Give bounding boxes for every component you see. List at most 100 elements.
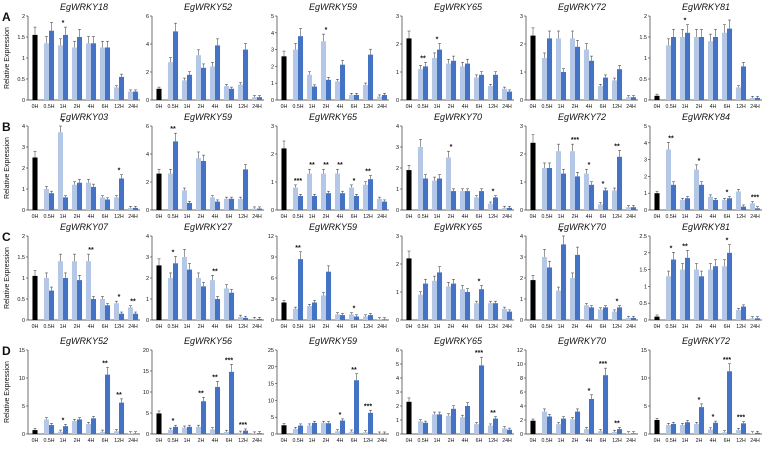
x-tick-label: 12H [612,324,622,330]
bar-light [417,294,423,320]
y-tick-label: 0 [520,208,523,214]
panel-title: EgWRKY70 [434,112,482,122]
bar-dark [243,169,249,210]
x-tick-label: 6H [226,104,233,110]
bar-dark [201,161,207,210]
y-tick-label: 0.5 [17,297,25,303]
y-tick-label: 0.5 [17,77,25,83]
y-tick-label: 5 [271,415,274,421]
x-tick-label: 1H [60,214,67,220]
y-tick-label: 1.5 [17,255,25,261]
bar-dark [340,315,346,320]
bar-dark [727,252,733,320]
bar-dark [368,412,374,434]
panel-B-4: EgWRKY70 0 1 2 3 4 0H 0.5H 1H * 2H 4H 6H * 12H 24H [396,112,514,220]
significance-marker: ** [337,162,343,169]
bar-light [665,45,671,100]
bar-light [251,318,257,320]
x-tick-label: 4H [212,214,219,220]
bar-light [292,308,298,320]
bar-light [362,316,368,320]
x-tick-label: 1H [434,324,441,330]
bar-dark [298,425,304,434]
bar-dark [340,420,346,434]
x-tick-label: 12H [114,324,124,330]
x-tick-label: 12H [488,324,498,330]
panel-title: EgWRKY07 [60,222,109,232]
x-tick-label: 0H [32,214,39,220]
x-tick-label: 12H [736,438,746,444]
x-tick-label: 4H [337,438,344,444]
bar-dark [354,94,360,100]
bar-light [57,45,63,100]
y-tick-label: 2 [644,14,647,20]
bar-light [665,425,671,434]
bar-dark [229,292,235,320]
y-tick-label: 1 [396,418,399,424]
bar-light [431,180,437,210]
panel-title: EgWRKY27 [184,222,233,232]
bar-light [735,87,741,100]
bar-dark [423,66,429,100]
bar-light [167,429,173,434]
y-tick-label: 0 [146,98,149,104]
y-tick-label: 4 [520,404,523,410]
bar-light [487,86,493,100]
significance-marker: *** [239,422,247,429]
significance-marker: *** [475,350,483,357]
x-tick-label: 12H [612,104,622,110]
bar-dark [63,278,69,320]
bar-dark [257,318,263,320]
bar-dark [77,37,83,100]
bar-light [721,32,727,100]
bar-dark [727,198,733,210]
bar-dark [91,186,97,210]
bar-dark [671,259,677,320]
y-tick-label: 1.5 [639,35,647,41]
x-tick-label: 4H [710,214,717,220]
bar-light [597,431,603,434]
bar-light [583,305,589,320]
x-tick-label: 0.5H [293,438,304,444]
bar-light [99,299,105,320]
y-tick-label: 3 [396,14,399,20]
bar-light [334,173,340,210]
bar-light [57,261,63,320]
significance-marker: ** [212,268,218,275]
bar-light [376,198,382,210]
y-tick-label: 4 [146,234,149,240]
bar-dark [326,423,332,434]
y-tick-label: 1 [644,56,647,62]
bar-light [167,62,173,100]
x-tick-label: 0.5H [293,214,304,220]
panel-A-5: EgWRKY72 0 1 2 3 0H 0.5H 1H 2H 4H 6H 12H 24H [520,2,638,110]
x-tick-label: 12H [488,438,498,444]
x-tick-label: 0H [281,214,288,220]
panel-C-3: EgWRKY59 0 3 6 9 12 0H ** 0.5H 1H 2H 4H * 6H 12H 24H [268,222,389,330]
bar-dark [215,45,221,100]
bar-dark [479,74,485,100]
x-tick-label: 2H [198,104,205,110]
bar-light [611,190,617,210]
x-tick-label: 0H [654,104,661,110]
bar-light [501,428,507,434]
bar-dark [187,269,193,320]
bar-dark [631,97,637,100]
x-tick-label: 12H [114,214,124,220]
bar-light [417,69,423,100]
y-tick-label: 1 [271,81,274,87]
bar-light [679,37,685,100]
bar-dark [119,402,125,434]
y-axis-title: Relative Expression [4,27,11,89]
panel-title: EgWRKY59 [184,112,232,122]
y-tick-label: 1 [644,191,647,197]
panel-A-1: EgWRKY18 0 0.5 1 1.5 2 0H 0.5H * 1H 2H 4H 6H 12H 24H AR… [2,2,140,110]
bar-light [362,184,368,210]
bar-light [348,94,354,100]
bar-dark [507,311,513,320]
y-tick-label: 10 [641,376,647,382]
significance-marker: * [62,20,65,27]
y-tick-label: 0.5 [639,301,647,307]
x-tick-label: 24H [502,324,512,330]
bar-light [665,276,671,320]
